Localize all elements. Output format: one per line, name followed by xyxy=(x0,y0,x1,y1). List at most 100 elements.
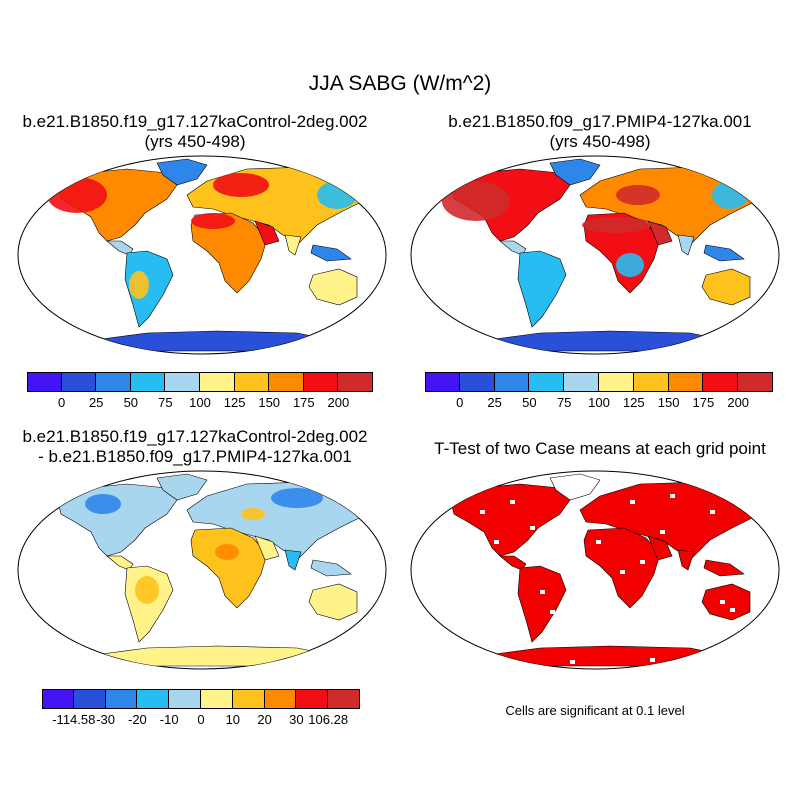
colorbar-box xyxy=(529,372,565,392)
landmass-australia xyxy=(308,583,358,621)
landmass-eurasia xyxy=(579,481,767,559)
field-region-samerica xyxy=(129,271,149,299)
panel-3-title: b.e21.B1850.f19_g17.127kaControl-2deg.00… xyxy=(10,427,380,467)
nonsignificant-cell xyxy=(620,570,625,574)
landmass-samerica xyxy=(124,250,174,328)
panel-4-title-line1: T-Test of two Case means at each grid po… xyxy=(434,439,766,458)
landmass-india xyxy=(284,234,302,256)
colorbar-box xyxy=(165,372,200,392)
landmass-centam xyxy=(106,555,134,571)
colorbar-tick-label: 20 xyxy=(257,712,272,727)
colorbar-tick-label: 100 xyxy=(588,395,610,410)
field-region-namerica xyxy=(442,181,510,221)
panel-4-title: T-Test of two Case means at each grid po… xyxy=(405,439,795,459)
colorbar-tick-label: 175 xyxy=(692,395,715,410)
nonsignificant-cell xyxy=(550,610,555,614)
colorbar-tick-label: -20 xyxy=(127,712,147,727)
colorbar-box xyxy=(425,372,460,392)
colorbar-tick-label: 125 xyxy=(223,395,246,410)
panel-2-title: b.e21.B1850.f09_g17.PMIP4-127ka.001 (yrs… xyxy=(415,112,785,152)
landmass-arabia xyxy=(254,220,280,246)
landmass-greenland xyxy=(549,158,601,186)
panel-3-title-line1: b.e21.B1850.f19_g17.127kaControl-2deg.00… xyxy=(22,427,368,446)
colorbar-control: 0 25 50 75 100 125 150 175 200 xyxy=(27,372,373,410)
colorbar-box xyxy=(494,372,530,392)
field-region-africa xyxy=(616,253,644,277)
colorbar-box xyxy=(96,372,131,392)
colorbar-box xyxy=(137,689,170,709)
landmass-africa xyxy=(190,212,268,294)
nonsignificant-cell xyxy=(494,540,499,544)
colorbar-box xyxy=(599,372,634,392)
landmass-greenland xyxy=(549,473,601,501)
colorbar-box xyxy=(200,372,235,392)
colorbar-difference: -114.58 -30 -20 -10 0 10 20 30 106.28 xyxy=(42,689,360,727)
colorbar-tick-label: 75 xyxy=(556,395,572,410)
colorbar-tick-label: 200 xyxy=(727,395,750,410)
colorbar-tick-label: 0 xyxy=(456,395,464,410)
landmass-centam xyxy=(106,240,134,256)
colorbar-box xyxy=(703,372,739,392)
colorbar-tick-label: -10 xyxy=(159,712,179,727)
nonsignificant-cell xyxy=(630,500,635,504)
colorbar-box xyxy=(269,372,304,392)
map-panel-control xyxy=(17,155,387,355)
colorbar-box xyxy=(296,689,329,709)
landmass-arabia xyxy=(647,535,673,561)
landmass-samerica xyxy=(517,565,567,643)
colorbar-box xyxy=(130,372,166,392)
field-region-africa xyxy=(582,217,650,233)
landmass-arabia xyxy=(647,220,673,246)
field-region-namerica xyxy=(85,494,121,514)
colorbar-tick-label: 150 xyxy=(258,395,281,410)
nonsignificant-cell xyxy=(510,500,515,504)
colorbar-tick-label: 0 xyxy=(197,712,205,727)
field-region-eurasia xyxy=(241,508,265,520)
nonsignificant-cell xyxy=(480,510,485,514)
colorbar-box xyxy=(234,372,270,392)
colorbar-tick-label: 30 xyxy=(289,712,304,727)
colorbar-tick-label: 50 xyxy=(123,395,139,410)
colorbar-box xyxy=(232,689,265,709)
significance-note: Cells are significant at 0.1 level xyxy=(505,703,685,718)
nonsignificant-cell xyxy=(660,530,665,534)
map-panel-pmip4 xyxy=(410,155,780,355)
main-title: JJA SABG (W/m^2) xyxy=(308,72,492,95)
colorbar-tick-label: -30 xyxy=(96,712,115,727)
nonsignificant-cell xyxy=(720,600,725,604)
colorbar-box xyxy=(201,689,233,709)
landmass-india xyxy=(284,549,302,571)
field-region-africa xyxy=(215,544,239,560)
nonsignificant-cell xyxy=(740,500,745,504)
landmass-namerica xyxy=(449,483,571,557)
nonsignificant-cell xyxy=(570,660,575,664)
nonsignificant-cell xyxy=(670,494,675,498)
colorbar-box xyxy=(338,372,373,392)
nonsignificant-cell xyxy=(730,608,735,612)
landmass-greenland xyxy=(156,473,208,501)
colorbar-tick-label: 150 xyxy=(657,395,680,410)
landmass-eurasia xyxy=(186,481,374,559)
colorbar-tick-label: 125 xyxy=(622,395,645,410)
colorbar-tick-label: 106.28 xyxy=(308,712,349,727)
colorbar-tick-label: 200 xyxy=(327,395,350,410)
landmass-arabia xyxy=(254,535,280,561)
landmass-africa xyxy=(583,527,661,609)
colorbar-tick-label: 0 xyxy=(57,395,66,410)
colorbar-box xyxy=(303,372,339,392)
field-region-eurasia xyxy=(271,488,323,508)
landmass-australia xyxy=(701,268,751,306)
field-region-africa xyxy=(191,213,235,229)
colorbar-tick-label: 100 xyxy=(189,395,211,410)
landmass-india xyxy=(677,549,695,571)
colorbar-box xyxy=(738,372,773,392)
landmass-samerica xyxy=(517,250,567,328)
colorbar-tick-label: 25 xyxy=(487,395,502,410)
colorbar-box xyxy=(328,689,360,709)
landmass-centam xyxy=(499,555,527,571)
panel-3-title-line2: - b.e21.B1850.f09_g17.PMIP4-127ka.001 xyxy=(38,447,352,466)
colorbar-box xyxy=(42,689,74,709)
field-region-eurasia xyxy=(213,173,269,197)
colorbar-box xyxy=(264,689,297,709)
landmass-india xyxy=(677,234,695,256)
